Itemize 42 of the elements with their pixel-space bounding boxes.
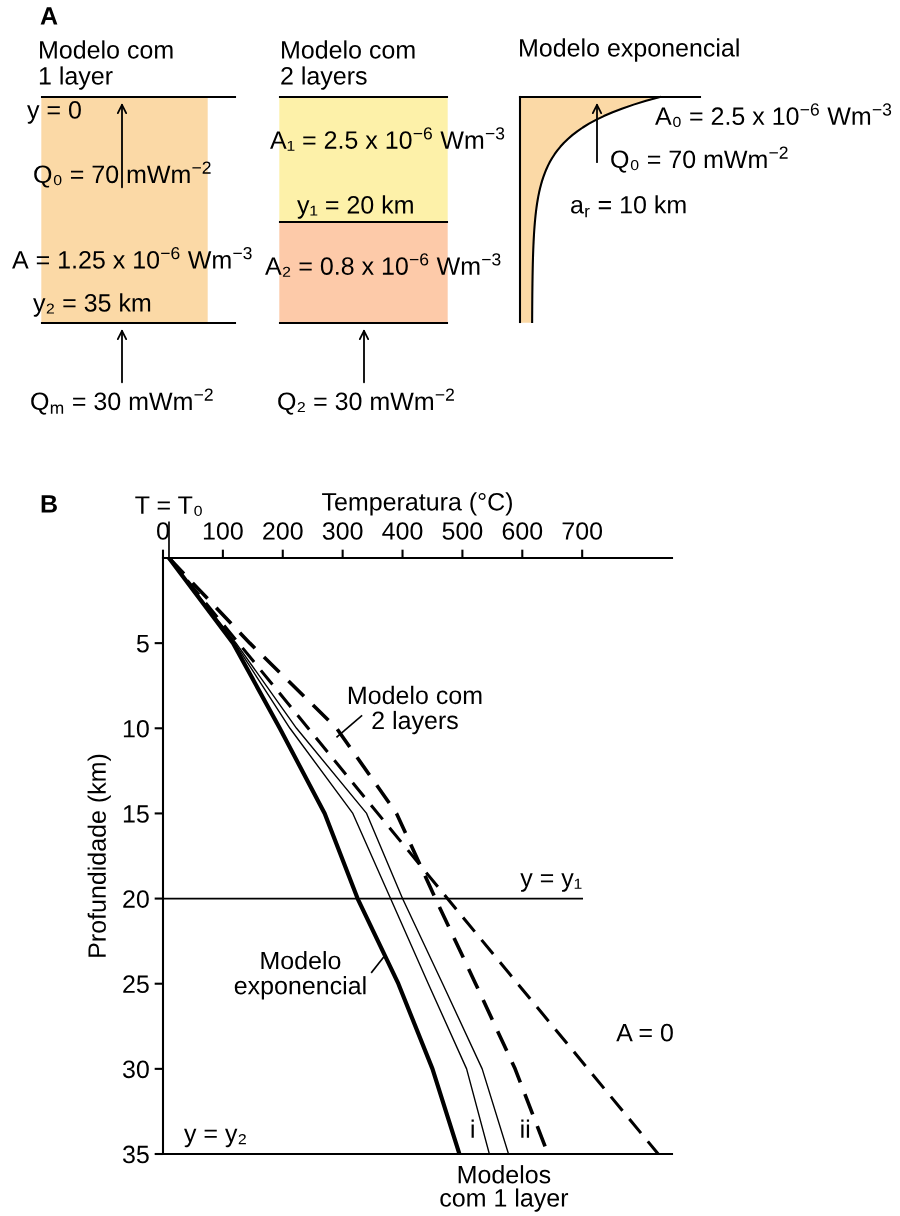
y-tick-label: 35: [122, 1145, 149, 1164]
text: Q₂ = 30 mWm$^{−2}$: [278, 388, 454, 415]
y-tick-label: 15: [123, 805, 149, 823]
text: Q₀ = 70 mWm$^{−2}$: [611, 146, 788, 173]
text: A₂ = 0.8 x 10$^{−6}$ Wm$^{−3}$: [265, 253, 501, 277]
text: y₁ = 20 km: [297, 195, 413, 219]
text: a$_{r}$ = 10 km: [571, 195, 686, 218]
ref-line-label: T = T₀: [135, 496, 202, 516]
annotation: Modelo exponencial: [234, 950, 366, 1000]
y-tick-label: 10: [123, 719, 149, 738]
x-tick-label: 500: [442, 522, 483, 540]
annotation: Modelo com 2 layers: [348, 685, 482, 735]
text: Q₀ = 70 mWm$^{−2}$: [34, 161, 211, 188]
text: A₁ = 2.5 x 10$^{−6}$ Wm$^{−3}$: [270, 127, 505, 151]
text: Modelo exponencial: [520, 38, 739, 62]
text: Modelo com 1 layer: [39, 40, 173, 90]
y-axis-title: Profundidade (km): [87, 754, 111, 957]
x-tick-label: 300: [322, 522, 363, 540]
ref-line-label: y = y₂: [184, 1128, 246, 1148]
text: A = 1.25 x 10$^{−6}$ Wm$^{−3}$: [12, 246, 252, 269]
text: A: [40, 7, 58, 25]
x-axis-title: Temperatura (°C): [322, 492, 512, 516]
y-tick-label: 5: [136, 635, 149, 653]
ref-line-label: y = y₁: [520, 873, 582, 892]
x-tick-label: 600: [502, 522, 543, 540]
x-tick-label: 700: [562, 522, 603, 540]
x-tick-label: 100: [203, 522, 243, 540]
y-tick-label: 30: [122, 1060, 149, 1079]
y-tick-label: 20: [123, 890, 149, 908]
text: Q$_{m}$ = 30 mWm$^{−2}$: [31, 388, 213, 415]
annotation: Modelos com 1 layer: [440, 1165, 569, 1212]
y-tick-label: 25: [123, 975, 149, 994]
text: Modelo com 2 layers: [281, 40, 415, 90]
text: y = 0: [27, 101, 81, 124]
annotation: i: [471, 1119, 474, 1138]
chart-title: B: [41, 495, 57, 513]
x-tick-label: 400: [382, 522, 423, 540]
text: A₀ = 2.5 x 10$^{−6}$ Wm$^{−3}$: [655, 103, 892, 128]
annotation: ii: [521, 1119, 530, 1138]
annotation: A = 0: [616, 1023, 673, 1042]
x-tick-label: 200: [263, 522, 303, 540]
text: y₂ = 35 km: [33, 293, 151, 317]
